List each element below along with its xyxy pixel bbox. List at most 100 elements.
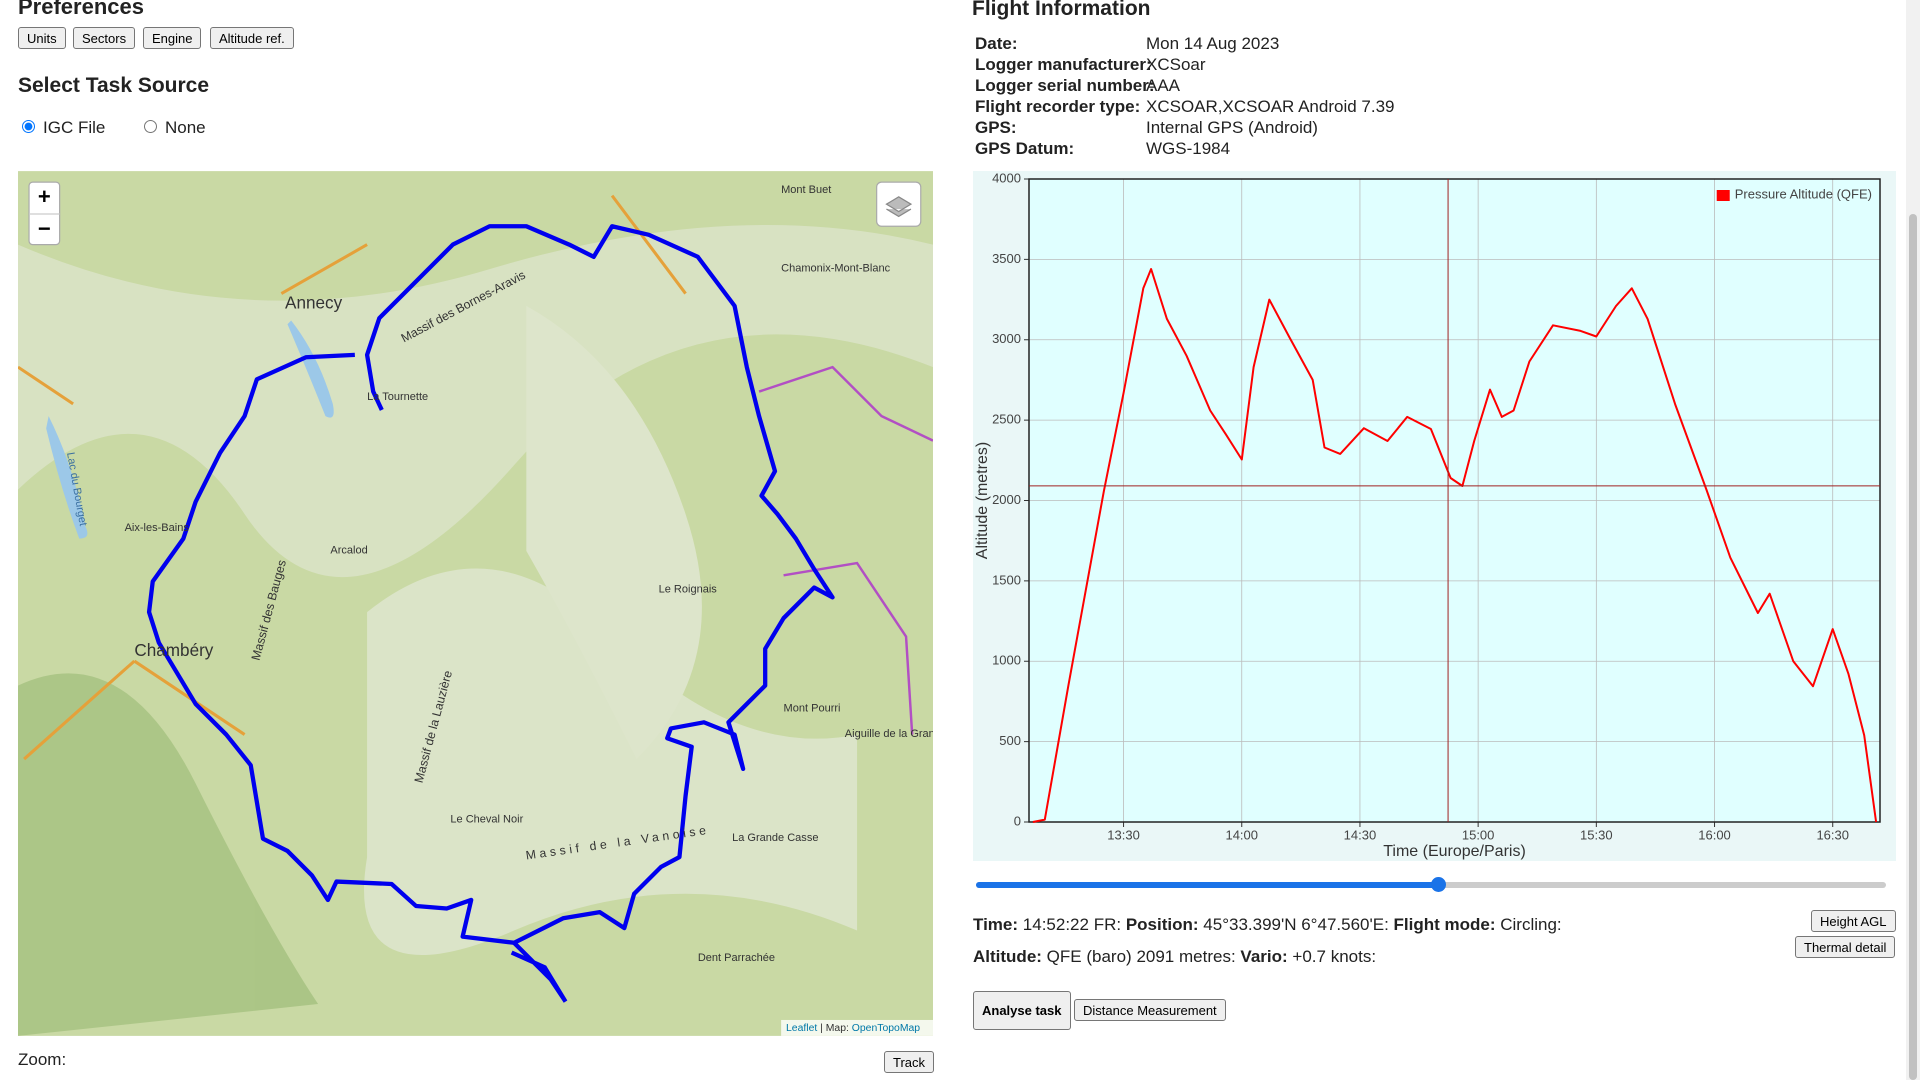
- lake: [46, 416, 88, 539]
- y-tick-label: 0: [1014, 813, 1021, 828]
- x-tick-label: 14:00: [1225, 827, 1258, 842]
- igc-option[interactable]: IGC File: [20, 118, 105, 138]
- place-label: Aiguille de la Grand: [845, 728, 933, 740]
- info-label: Flight recorder type:: [975, 97, 1141, 116]
- x-tick-label: 13:30: [1107, 827, 1140, 842]
- status-value: 2091: [1136, 947, 1175, 966]
- place-label: Chamonix-Mont-Blanc: [781, 263, 890, 275]
- info-value: WGS-1984: [1146, 139, 1231, 158]
- none-option[interactable]: None: [142, 118, 206, 138]
- x-tick-label: 15:00: [1462, 827, 1495, 842]
- none-label: None: [165, 118, 206, 137]
- x-tick-label: 16:30: [1816, 827, 1849, 842]
- info-label: GPS Datum:: [975, 139, 1075, 158]
- status-label: Altitude:: [973, 947, 1042, 966]
- lake: [287, 320, 334, 418]
- layers-icon: [885, 196, 913, 218]
- time-slider[interactable]: [976, 877, 1886, 892]
- task-source-title: Select Task Source: [18, 74, 210, 97]
- igc-label: IGC File: [43, 118, 106, 137]
- x-axis-label: Time (Europe/Paris): [1383, 843, 1526, 860]
- info-value: AAA: [1146, 76, 1181, 95]
- status-line: Altitude: QFE (baro) 2091 metres: Vario:…: [973, 947, 1376, 967]
- flight-track: [510, 941, 568, 1003]
- place-label: Aix-les-Bains: [125, 522, 190, 534]
- scrollbar-thumb[interactable]: [1909, 214, 1917, 1080]
- info-value: Mon 14 Aug 2023: [1146, 34, 1280, 53]
- place-label: La Grande Casse: [732, 832, 818, 844]
- track-button[interactable]: Track: [884, 1051, 935, 1073]
- plot-border: [1028, 178, 1881, 823]
- map[interactable]: Annecy Chambéry Aix-les-Bains Mont Buet …: [18, 171, 933, 1036]
- engine-button[interactable]: Engine: [143, 27, 202, 49]
- altitude-ref-button[interactable]: Altitude ref.: [210, 27, 294, 49]
- info-label: Logger serial number:: [975, 76, 1155, 95]
- info-value: XCSOAR,XCSOAR Android 7.39: [1146, 97, 1395, 116]
- info-value: Internal GPS (Android): [1146, 118, 1318, 137]
- status-value: Circling:: [1500, 915, 1562, 934]
- status-value: 45°33.399'N 6°47.560'E:: [1203, 915, 1389, 934]
- status-value: FR:: [1093, 915, 1122, 934]
- sectors-button[interactable]: Sectors: [73, 27, 136, 49]
- attribution-bg: [781, 1019, 933, 1036]
- place-label: La Tournette: [367, 391, 428, 403]
- y-tick-label: 2000: [992, 492, 1021, 507]
- relief: [18, 225, 933, 1036]
- flight-track: [146, 224, 835, 945]
- info-label: Logger manufacturer:: [975, 55, 1152, 74]
- y-tick-label: 3000: [992, 331, 1021, 346]
- place-label: Chambéry: [134, 640, 213, 660]
- x-tick-label: 15:30: [1580, 827, 1613, 842]
- zoom-out[interactable]: −: [38, 216, 51, 241]
- legend-label: Pressure Altitude (QFE): [1735, 186, 1872, 201]
- y-tick-label: 3500: [992, 251, 1021, 266]
- info-value: XCSoar: [1146, 55, 1206, 74]
- thermal-detail-button[interactable]: Thermal detail: [1795, 936, 1896, 958]
- units-button[interactable]: Units: [18, 27, 66, 49]
- attribution-text: | Map:: [820, 1023, 849, 1034]
- info-label: GPS:: [975, 118, 1017, 137]
- info-label: Date:: [975, 34, 1018, 53]
- y-tick-label: 1500: [992, 572, 1021, 587]
- x-tick-label: 16:00: [1698, 827, 1731, 842]
- y-tick-label: 2500: [992, 412, 1021, 427]
- place-label: Le Cheval Noir: [450, 814, 523, 826]
- y-axis-label: Altitude (metres): [974, 442, 991, 559]
- status-label: Position:: [1125, 915, 1199, 934]
- legend-swatch: [1716, 190, 1730, 201]
- status-line: Time: 14:52:22 FR: Position: 45°33.399'N…: [973, 915, 1562, 935]
- x-tick-label: 14:30: [1344, 827, 1377, 842]
- analyse-task-button[interactable]: Analyse task: [973, 991, 1071, 1030]
- igc-radio[interactable]: [22, 120, 35, 133]
- altitude-chart: 0 500 1000 1500 2000 2500 3000 3500 4000 13:30 14:…: [973, 171, 1896, 861]
- zoom-in[interactable]: +: [38, 184, 51, 209]
- border: [758, 365, 933, 735]
- place-label: Dent Parrachée: [698, 952, 775, 964]
- place-label: Le Roignais: [659, 583, 718, 595]
- y-tick-label: 4000: [992, 171, 1021, 185]
- status-value: QFE (baro): [1046, 947, 1132, 966]
- height-agl-button[interactable]: Height AGL: [1811, 910, 1896, 932]
- attribution-link[interactable]: OpenTopoMap: [852, 1023, 920, 1034]
- y-tick-label: 1000: [992, 653, 1021, 668]
- info-title: Flight Information: [972, 0, 1151, 20]
- distance-button[interactable]: Distance Measurement: [1074, 999, 1226, 1021]
- preferences-title: Preferences: [18, 0, 144, 19]
- status-label: Vario:: [1240, 947, 1288, 966]
- place-label: Annecy: [285, 292, 343, 312]
- status-value: metres:: [1179, 947, 1236, 966]
- attribution-link[interactable]: Leaflet: [786, 1023, 817, 1034]
- place-label: Mont Pourri: [784, 702, 841, 714]
- attribution: Leaflet | Map: OpenTopoMap: [786, 1023, 920, 1034]
- place-label: Mont Buet: [781, 184, 831, 196]
- scrollbar[interactable]: [1906, 0, 1920, 1080]
- status-value: +0.7 knots:: [1292, 947, 1377, 966]
- place-label: Arcalod: [330, 544, 367, 556]
- none-radio[interactable]: [144, 120, 157, 133]
- status-label: Time:: [973, 915, 1019, 934]
- y-tick-label: 500: [999, 733, 1021, 748]
- status-value: 14:52:22: [1022, 915, 1089, 934]
- slider-thumb[interactable]: [1431, 877, 1446, 892]
- slider-fill: [976, 882, 1438, 888]
